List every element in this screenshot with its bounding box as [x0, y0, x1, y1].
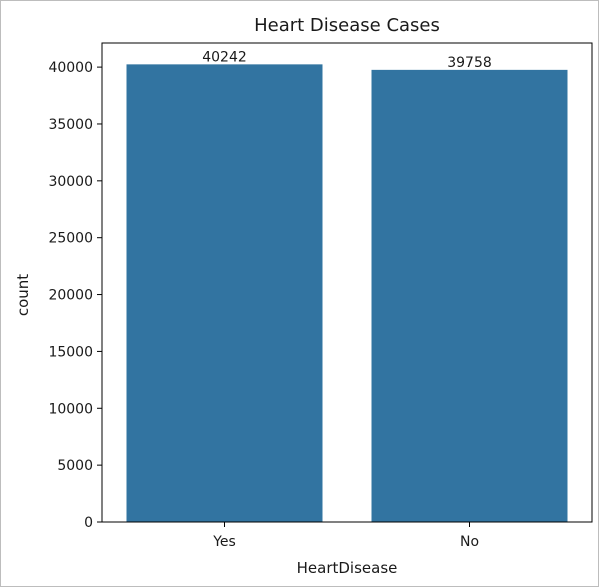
- y-tick-label: 5000: [57, 458, 93, 474]
- y-tick-label: 40000: [48, 60, 93, 76]
- x-axis-ticks: Yes No: [212, 522, 479, 550]
- y-tick-label: 10000: [48, 401, 93, 417]
- data-labels-group: 40242 39758: [202, 49, 492, 71]
- y-tick-label: 15000: [48, 344, 93, 360]
- x-axis-label: HeartDisease: [297, 559, 398, 577]
- bar-yes: [126, 64, 323, 523]
- y-axis-ticks: 0 5000 10000 15000 20000 25000 30000 35000 40000: [48, 60, 102, 531]
- x-tick-label-no: No: [460, 534, 479, 550]
- bar-no: [371, 69, 568, 522]
- data-label-yes: 40242: [202, 49, 247, 65]
- y-tick-label: 30000: [48, 174, 93, 190]
- y-tick-label: 0: [84, 515, 93, 531]
- data-label-no: 39758: [447, 55, 492, 71]
- y-tick-label: 25000: [48, 231, 93, 247]
- x-tick-label-yes: Yes: [212, 534, 236, 550]
- plot-area-border: [101, 42, 593, 523]
- bars-group: [126, 64, 568, 523]
- chart-title: Heart Disease Cases: [254, 15, 440, 36]
- y-tick-label: 20000: [48, 288, 93, 304]
- y-axis-label: count: [14, 274, 32, 316]
- y-tick-label: 35000: [48, 117, 93, 133]
